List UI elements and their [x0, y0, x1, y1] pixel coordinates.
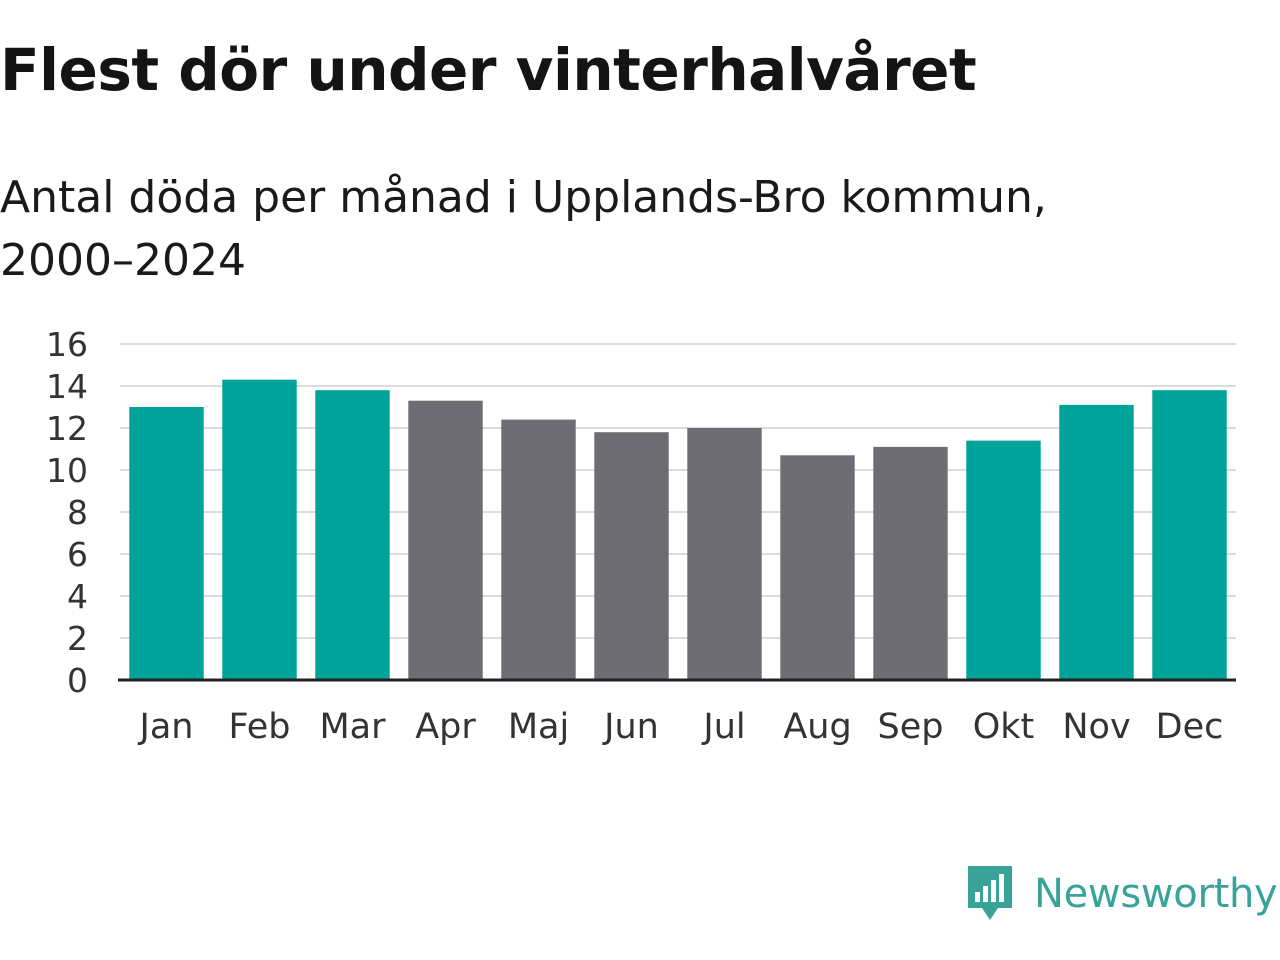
bar-nov: [1059, 404, 1134, 680]
y-tick-label: 2: [67, 619, 88, 658]
bar-jan: [129, 407, 204, 680]
bar-jul: [687, 428, 762, 680]
x-tick-label: Feb: [229, 707, 291, 747]
newsworthy-brand: Newsworthy: [964, 862, 1278, 926]
x-tick-label: Aug: [783, 707, 851, 747]
newsworthy-logo-icon: [968, 866, 1012, 920]
bar-maj: [501, 419, 576, 680]
x-tick-label: Dec: [1156, 707, 1224, 747]
x-tick-label: Nov: [1062, 707, 1130, 747]
y-tick-label: 6: [67, 535, 88, 574]
bar-jun: [594, 432, 669, 680]
y-tick-label: 4: [67, 577, 88, 616]
chart-title: Flest dör under vinterhalvåret: [0, 36, 977, 104]
bar-okt: [966, 440, 1041, 680]
x-axis-ticks: Jan Feb Mar Apr Maj Jun Jul Aug Sep Okt Nov Dec: [138, 707, 1224, 747]
x-tick-label: Maj: [508, 707, 569, 747]
bar-feb: [222, 379, 297, 680]
bar-mar: [315, 390, 390, 680]
bar-sep: [873, 446, 948, 680]
x-tick-label: Okt: [973, 707, 1035, 747]
y-tick-label: 14: [46, 367, 88, 406]
brand-name: Newsworthy: [1034, 871, 1278, 917]
bar-aug: [780, 455, 855, 680]
x-tick-label: Jan: [138, 707, 194, 747]
x-tick-label: Mar: [319, 707, 386, 747]
chart-subtitle: Antal döda per månad i Upplands-Bro komm…: [0, 172, 1047, 286]
bar-apr: [408, 400, 483, 680]
x-tick-label: Jul: [701, 707, 745, 747]
y-tick-label: 16: [46, 325, 88, 364]
bars: [129, 379, 1227, 680]
x-tick-label: Apr: [415, 707, 476, 747]
x-tick-label: Jun: [602, 707, 659, 747]
y-tick-label: 0: [67, 661, 88, 700]
bar-dec: [1152, 390, 1227, 680]
y-tick-label: 10: [46, 451, 88, 490]
x-tick-label: Sep: [878, 707, 944, 747]
y-tick-label: 12: [46, 409, 88, 448]
y-tick-label: 8: [67, 493, 88, 532]
grid-lines: [120, 343, 1236, 639]
